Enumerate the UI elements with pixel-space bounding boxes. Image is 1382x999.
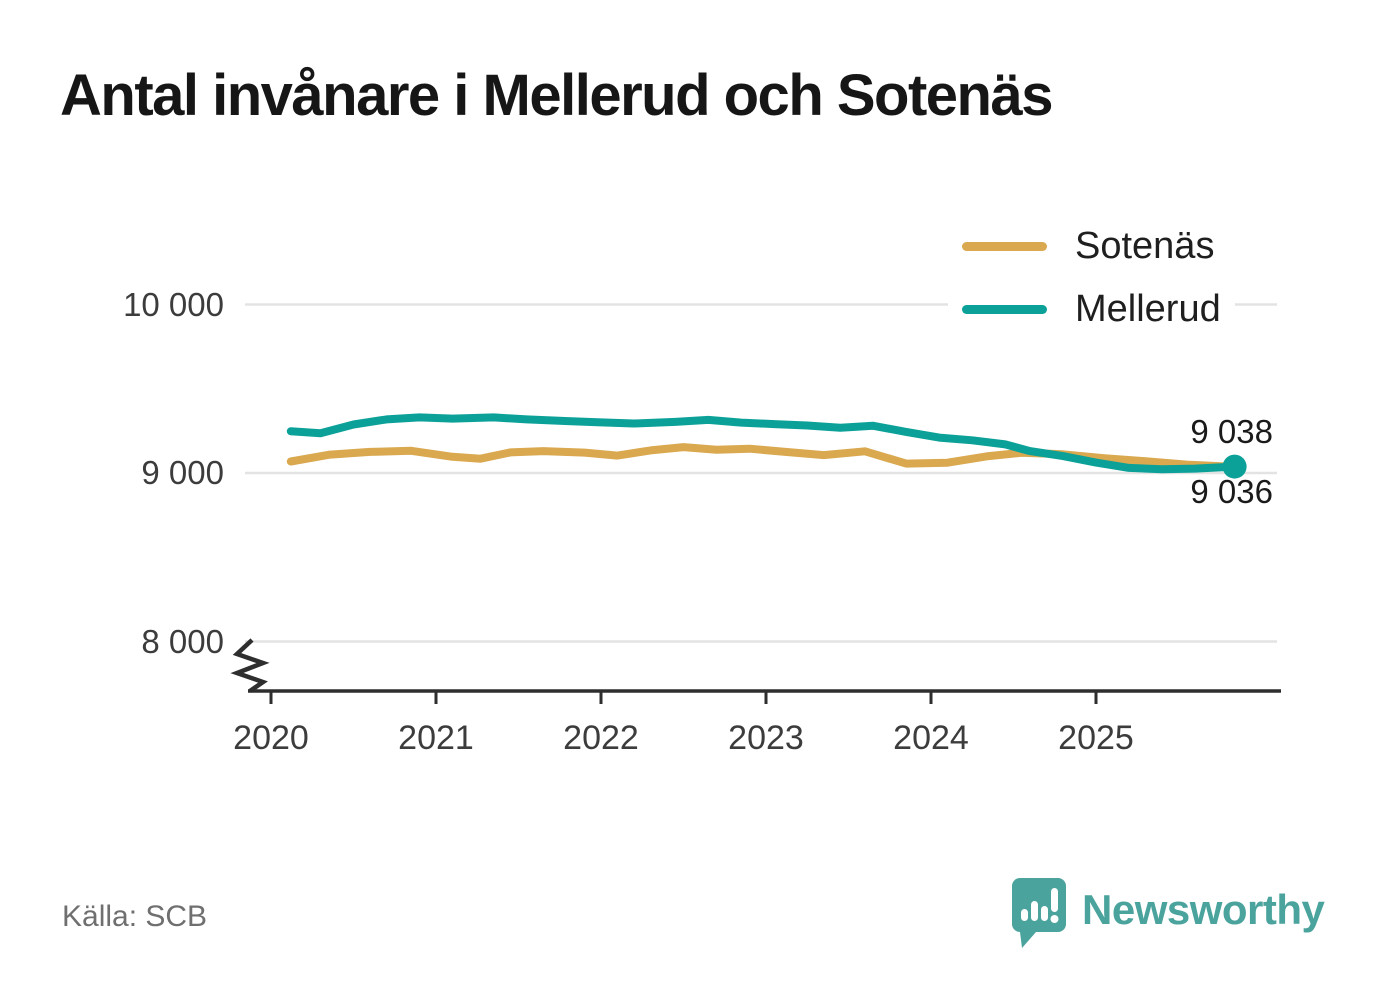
x-tick-label: 2021 (398, 719, 474, 757)
latest-value-marker (1222, 454, 1247, 479)
x-tick-label: 2024 (893, 719, 969, 757)
legend-label: Mellerud (1075, 287, 1221, 330)
y-tick-label: 9 000 (141, 454, 224, 491)
x-tick-label: 2023 (728, 719, 804, 757)
x-axis (248, 689, 1281, 704)
x-tick-label: 2022 (563, 719, 639, 757)
series-lines (286, 413, 1247, 479)
mellerud-end-value-label: 9 038 (1190, 413, 1273, 450)
chart-legend: Sotenäs Mellerud (948, 216, 1235, 339)
mellerud-line (286, 413, 1239, 474)
axis-break-icon (230, 638, 270, 693)
mellerud-line-swatch (962, 304, 1047, 314)
legend-label: Sotenäs (1075, 224, 1215, 267)
newsworthy-wordmark: Newsworthy (1082, 886, 1325, 933)
x-tick-label: 2020 (233, 719, 309, 757)
bar-chart-speech-bubble-icon (1012, 878, 1066, 948)
sotenas-line-swatch (962, 241, 1047, 251)
sotenas-end-value-label: 9 036 (1190, 473, 1273, 510)
page-title: Antal invånare i Mellerud och Sotenäs (60, 63, 1053, 128)
newsworthy-branding: Newsworthy (1010, 876, 1325, 950)
source-note: Källa: SCB (62, 900, 208, 933)
x-tick-label: 2025 (1058, 719, 1134, 757)
legend-item-mellerud: Mellerud (962, 287, 1221, 331)
gridlines (245, 303, 1277, 643)
y-tick-label: 10 000 (123, 285, 224, 323)
y-tick-label: 8 000 (141, 622, 224, 660)
legend-item-sotenas: Sotenäs (962, 224, 1221, 268)
